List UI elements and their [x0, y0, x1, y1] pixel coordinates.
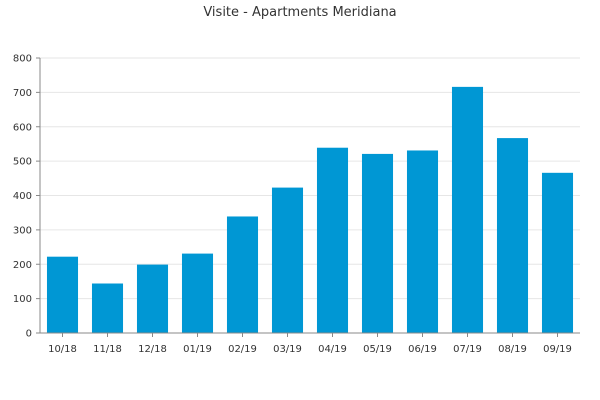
y-tick-label-100: 100: [13, 294, 32, 305]
x-tick-label-05/19: 05/19: [363, 344, 392, 355]
y-tick-label-400: 400: [13, 191, 32, 202]
bars: [46, 86, 574, 333]
y-tick-labels: 0 100 200 300 400 500 600 700 800: [13, 54, 32, 340]
x-tick-label-07/19: 07/19: [453, 344, 482, 355]
y-tick-label-500: 500: [13, 157, 32, 168]
bar-08/19: [496, 138, 529, 333]
y-tick-label-0: 0: [26, 329, 32, 340]
x-tick-label-03/19: 03/19: [273, 344, 302, 355]
bar-03/19: [271, 187, 304, 333]
grid-lines: [40, 57, 580, 300]
x-tick-label-01/19: 01/19: [183, 344, 212, 355]
bar-04/19: [316, 147, 349, 333]
bar-10/18: [46, 256, 79, 333]
x-tick-label-09/19: 09/19: [543, 344, 572, 355]
y-tick-label-300: 300: [13, 225, 32, 236]
x-tick-label-10/18: 10/18: [48, 344, 77, 355]
y-tick-label-600: 600: [13, 122, 32, 133]
bar-05/19: [361, 153, 394, 333]
x-tick-label-06/19: 06/19: [408, 344, 437, 355]
x-tick-label-12/18: 12/18: [138, 344, 167, 355]
chart-title: Visite - Apartments Meridiana: [203, 5, 396, 20]
x-tick-label-11/18: 11/18: [93, 344, 122, 355]
y-tick-label-800: 800: [13, 54, 32, 65]
x-tick-label-02/19: 02/19: [228, 344, 257, 355]
bar-12/18: [136, 264, 169, 333]
x-tick-labels: 10/18 11/18 12/18 01/19 02/19 03/19 04/19 05/19…: [48, 344, 572, 355]
x-tick-label-04/19: 04/19: [318, 344, 347, 355]
bar-09/19: [541, 172, 574, 333]
bar-06/19: [406, 150, 439, 333]
bar-01/19: [181, 253, 214, 333]
x-tick-label-08/19: 08/19: [498, 344, 527, 355]
bar-02/19: [226, 216, 259, 333]
bar-07/19: [451, 86, 484, 333]
y-tick-label-200: 200: [13, 260, 32, 271]
y-tick-label-700: 700: [13, 88, 32, 99]
axes: [36, 57, 580, 337]
bar-11/18: [91, 283, 124, 333]
